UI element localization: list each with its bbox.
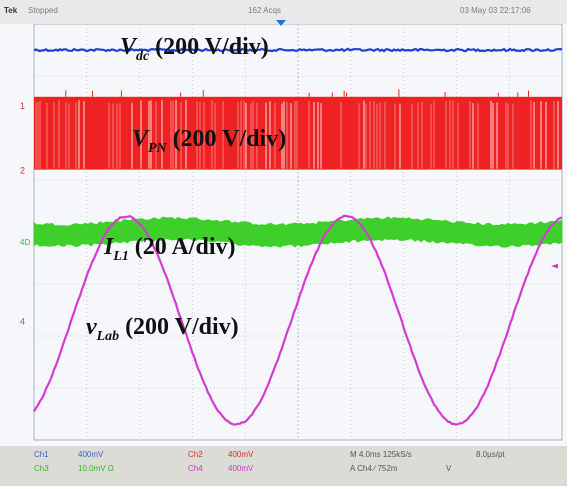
label-scale: (20 A/div) xyxy=(135,234,236,260)
acquisition-count: 162 Acqs xyxy=(248,6,281,15)
label-symbol: V xyxy=(132,126,150,152)
timebase: M 4.0ms 125kS/s xyxy=(350,450,412,459)
trace-l1 xyxy=(33,216,563,248)
trace-labels: Vdc (200 V/div)VPN (200 V/div)IL1 (20 A/div… xyxy=(86,34,286,344)
traces xyxy=(33,47,563,426)
label-scale: (200 V/div) xyxy=(173,126,287,152)
brand-label: Tek xyxy=(4,6,18,15)
trace-line xyxy=(33,47,563,53)
trigger-position-icon xyxy=(276,20,286,26)
trace-label-lab: vLab (200 V/div) xyxy=(86,314,239,344)
trigger-unit: V xyxy=(446,464,452,473)
trace-lab xyxy=(33,214,563,426)
trace-label-pn: VPN (200 V/div) xyxy=(132,126,286,156)
record-length: 8.0µs/pt xyxy=(476,450,505,459)
ch4-label: Ch4 xyxy=(188,464,203,473)
ch4-marker: 4 xyxy=(20,316,25,326)
ch3-scale: 10.0mV Ω xyxy=(78,464,114,473)
ch1-label: Ch1 xyxy=(34,450,49,459)
label-symbol: V xyxy=(120,34,138,60)
label-scale: (200 V/div) xyxy=(125,314,239,340)
label-subscript: dc xyxy=(136,49,149,64)
trigger-level-marker: ◄ xyxy=(551,261,558,271)
ch2-marker: 2 xyxy=(20,166,25,176)
label-subscript: Lab xyxy=(96,329,119,344)
label-subscript: PN xyxy=(148,141,167,156)
trace-label-l1: IL1 (20 A/div) xyxy=(103,234,235,264)
ch2-label: Ch2 xyxy=(188,450,203,459)
label-subscript: L1 xyxy=(112,249,128,264)
trace-ripple-band xyxy=(33,216,563,248)
trace-line xyxy=(33,214,563,426)
ch2-scale: 400mV xyxy=(228,450,254,459)
trigger-setting: A Ch4 ∕ 752m xyxy=(350,464,398,473)
channel-markers: 1 2 4 4D ◄ xyxy=(20,101,558,327)
trace-dc xyxy=(33,47,563,53)
label-scale: (200 V/div) xyxy=(155,34,269,60)
trace-band xyxy=(34,96,562,170)
ch1-marker: 1 xyxy=(20,101,25,111)
trace-label-dc: Vdc (200 V/div) xyxy=(120,34,269,64)
label-symbol: v xyxy=(86,314,97,340)
label-symbol: I xyxy=(103,234,115,260)
trace-pn xyxy=(34,89,562,170)
date-time: 03 May 03 22:17:06 xyxy=(460,6,531,15)
ch1-scale: 400mV xyxy=(78,450,104,459)
scope-settings-bar: Ch1 400mV Ch2 400mV Ch3 10.0mV Ω Ch4 400… xyxy=(0,446,567,486)
run-state: Stopped xyxy=(28,6,58,15)
ch3-label: Ch3 xyxy=(34,464,49,473)
ch4-scale: 400mV xyxy=(228,464,254,473)
reference-marker: 4D xyxy=(20,238,30,247)
